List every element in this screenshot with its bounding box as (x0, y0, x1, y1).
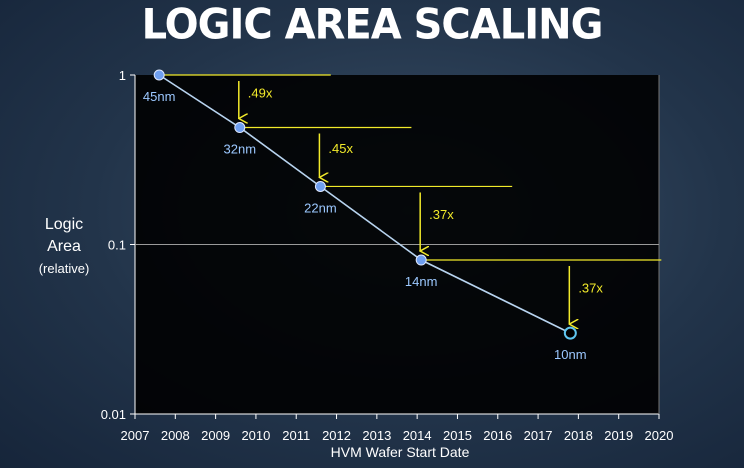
data-point-label: 22nm (304, 200, 337, 215)
x-tick-label: 2018 (564, 428, 593, 443)
x-tick-label: 2007 (121, 428, 150, 443)
y-tick-label: 1 (119, 68, 126, 83)
x-axis-title: HVM Wafer Start Date (330, 444, 470, 460)
y-axis-title-line3: (relative) (38, 261, 90, 276)
scaling-ratio-label: .37x (578, 281, 603, 296)
scaling-ratio-label: .49x (248, 85, 273, 100)
scaling-ratio-label: .45x (328, 141, 353, 156)
x-tick-label: 2014 (403, 428, 432, 443)
x-tick-label: 2016 (483, 428, 512, 443)
data-point (153, 69, 165, 81)
y-tick-label: 0.01 (101, 407, 126, 422)
x-tick-label: 2015 (443, 428, 472, 443)
scaling-ratio-label: .37x (429, 207, 454, 222)
y-axis-title-line2: Area (47, 238, 81, 255)
data-point-label: 14nm (405, 274, 438, 289)
data-point-projected (563, 326, 577, 340)
x-tick-label: 2013 (362, 428, 391, 443)
x-tick-label: 2008 (161, 428, 190, 443)
x-tick-label: 2009 (201, 428, 230, 443)
y-axis-title-line1: Logic (44, 216, 84, 233)
data-point-label: 10nm (554, 347, 587, 362)
data-point (314, 180, 326, 192)
page-title: LOGIC AREA SCALING (141, 0, 604, 50)
data-point-label: 45nm (143, 89, 176, 104)
x-tick-label: 2017 (524, 428, 553, 443)
x-tick-label: 2011 (282, 428, 310, 443)
x-tick-label: 2010 (241, 428, 270, 443)
data-point-label: 32nm (224, 142, 257, 157)
x-tick-label: 2019 (604, 428, 633, 443)
x-tick-label: 2012 (322, 428, 351, 443)
y-axis-title: Logic Area (relative) (22, 214, 106, 280)
x-tick-label: 2020 (645, 428, 674, 443)
data-point (415, 254, 427, 266)
data-point (234, 122, 246, 134)
y-tick-label: 0.1 (108, 238, 126, 253)
